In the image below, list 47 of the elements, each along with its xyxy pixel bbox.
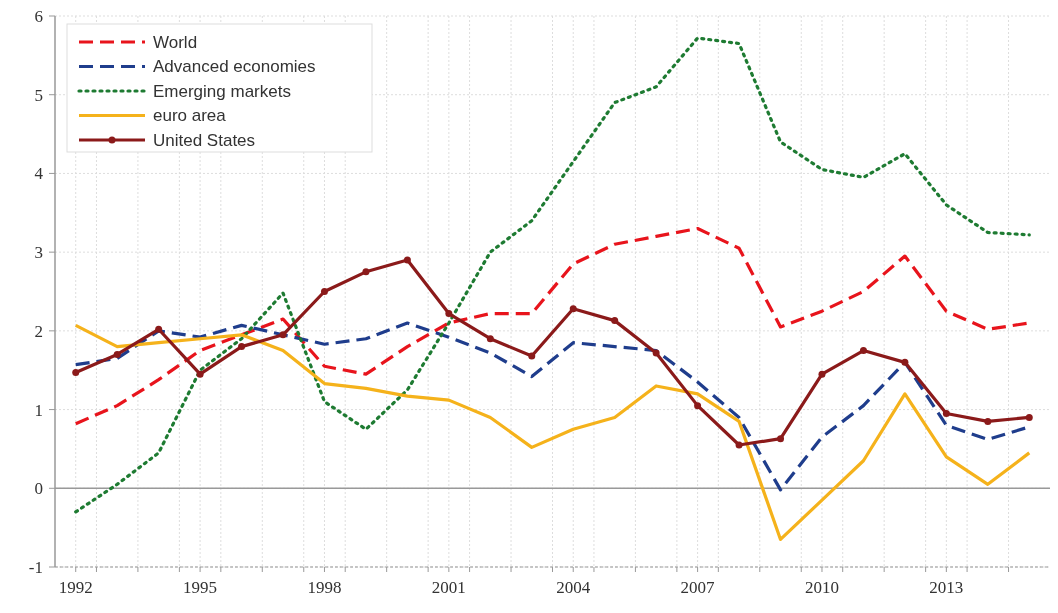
point <box>445 310 453 318</box>
point <box>113 350 121 358</box>
y-tick-label: 4 <box>34 164 44 184</box>
point <box>818 370 826 378</box>
point <box>486 335 494 343</box>
x-tick-label: 2001 <box>431 578 466 597</box>
x-tick-label: 2007 <box>680 578 716 597</box>
point <box>155 325 163 333</box>
point <box>984 417 992 425</box>
y-tick-label: 2 <box>34 321 43 341</box>
y-tick-label: 6 <box>34 6 43 26</box>
point <box>528 352 536 360</box>
point <box>652 349 660 357</box>
point <box>1025 413 1033 421</box>
y-tick-label: 3 <box>34 243 43 263</box>
line-series <box>74 323 1031 542</box>
y-tick-label: 0 <box>34 479 43 499</box>
x-tick-label: 1992 <box>58 578 93 597</box>
x-tick-label: 2004 <box>556 578 591 597</box>
point <box>238 343 246 351</box>
y-tick-label: 1 <box>34 400 43 420</box>
legend-label: Emerging markets <box>153 81 291 101</box>
point <box>72 369 80 377</box>
point <box>403 256 411 264</box>
point <box>694 402 702 410</box>
point <box>196 370 204 378</box>
legend-label: Advanced economies <box>153 57 316 77</box>
legend-label: United States <box>153 130 256 150</box>
y-tick-label: -1 <box>28 557 43 577</box>
x-tick-label: 1998 <box>307 578 342 597</box>
x-tick-label: 2010 <box>804 578 839 597</box>
y-tick-label: 5 <box>34 85 43 105</box>
point <box>611 317 619 325</box>
point <box>279 331 287 339</box>
line-series <box>74 36 1031 514</box>
point <box>735 441 743 449</box>
point <box>320 288 328 295</box>
point <box>777 435 785 443</box>
x-tick-label: 1995 <box>183 578 218 597</box>
legend-label: World <box>153 32 198 52</box>
point <box>901 358 909 366</box>
legend-label: euro area <box>153 106 227 126</box>
point <box>362 268 370 276</box>
point <box>569 305 577 313</box>
point <box>859 347 867 355</box>
point <box>942 410 950 418</box>
x-tick-label: 2013 <box>929 578 964 597</box>
